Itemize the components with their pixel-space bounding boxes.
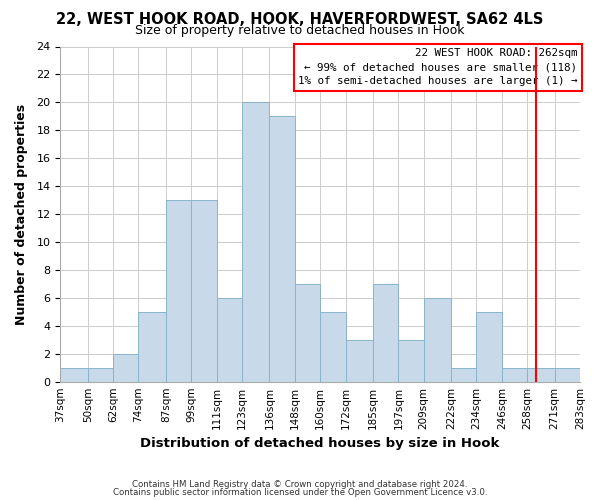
- Bar: [217, 298, 242, 382]
- Bar: [346, 340, 373, 382]
- Y-axis label: Number of detached properties: Number of detached properties: [15, 104, 28, 324]
- Bar: [88, 368, 113, 382]
- Bar: [113, 354, 139, 382]
- Bar: [139, 312, 166, 382]
- Bar: [295, 284, 320, 382]
- Bar: [424, 298, 451, 382]
- Bar: [527, 368, 554, 382]
- Bar: [451, 368, 476, 382]
- Text: Contains HM Land Registry data © Crown copyright and database right 2024.: Contains HM Land Registry data © Crown c…: [132, 480, 468, 489]
- Text: Size of property relative to detached houses in Hook: Size of property relative to detached ho…: [135, 24, 465, 37]
- X-axis label: Distribution of detached houses by size in Hook: Distribution of detached houses by size …: [140, 437, 500, 450]
- Text: 22 WEST HOOK ROAD: 262sqm
← 99% of detached houses are smaller (118)
1% of semi-: 22 WEST HOOK ROAD: 262sqm ← 99% of detac…: [298, 48, 577, 86]
- Text: Contains public sector information licensed under the Open Government Licence v3: Contains public sector information licen…: [113, 488, 487, 497]
- Bar: [269, 116, 295, 382]
- Text: 22, WEST HOOK ROAD, HOOK, HAVERFORDWEST, SA62 4LS: 22, WEST HOOK ROAD, HOOK, HAVERFORDWEST,…: [56, 12, 544, 28]
- Bar: [398, 340, 424, 382]
- Bar: [191, 200, 217, 382]
- Bar: [373, 284, 398, 382]
- Bar: [502, 368, 527, 382]
- Bar: [320, 312, 346, 382]
- Bar: [476, 312, 502, 382]
- Bar: [242, 102, 269, 382]
- Bar: [61, 368, 88, 382]
- Bar: [554, 368, 580, 382]
- Bar: [166, 200, 191, 382]
